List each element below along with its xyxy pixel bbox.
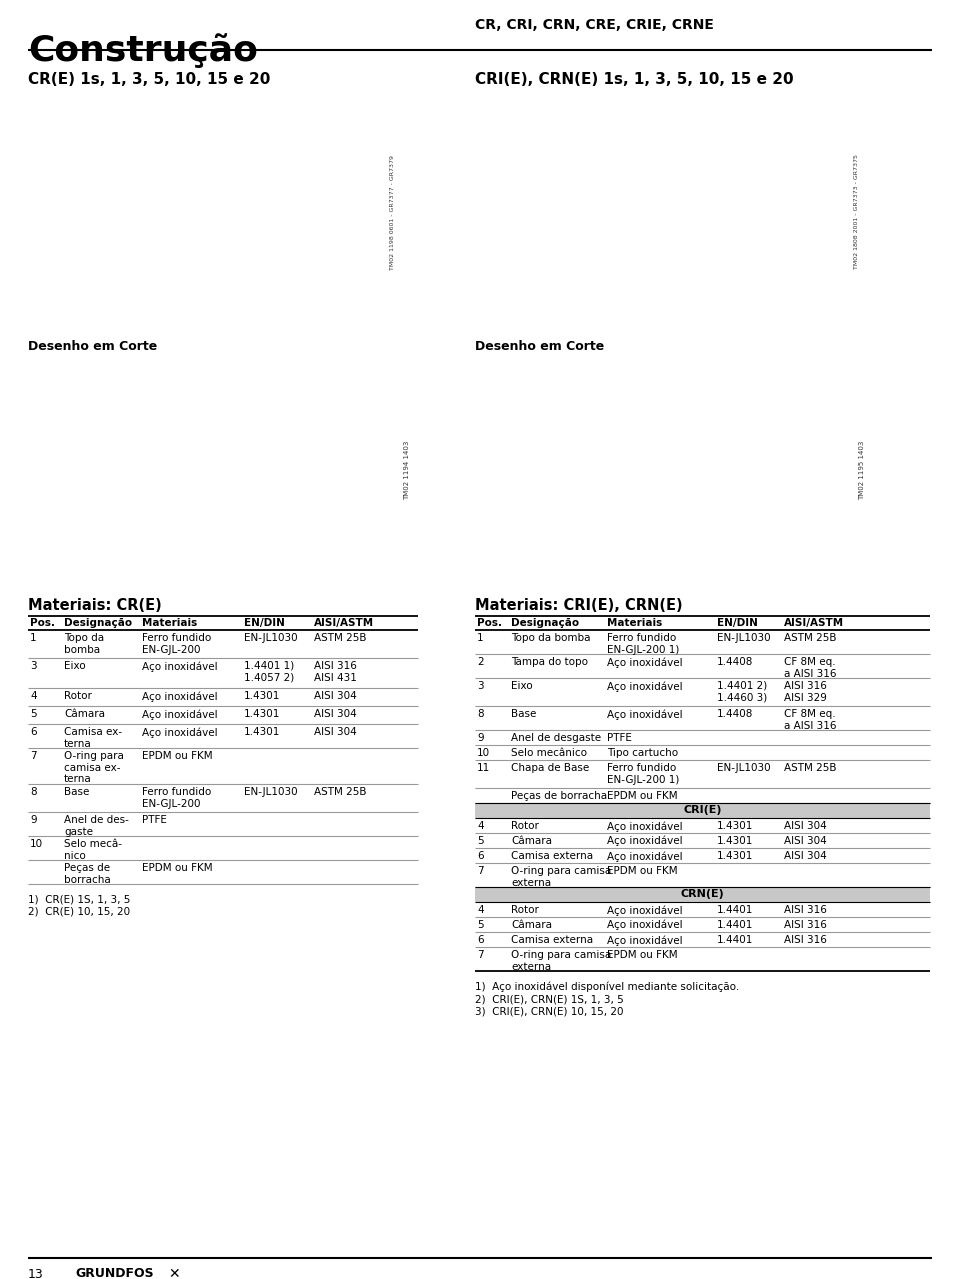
Text: Selo mecâ-
nico: Selo mecâ- nico [64, 839, 122, 861]
Text: PTFE: PTFE [142, 815, 167, 825]
Text: Aço inoxidável: Aço inoxidável [142, 709, 218, 720]
Text: 1.4408: 1.4408 [717, 657, 754, 668]
Text: Ferro fundido
EN-GJL-200 1): Ferro fundido EN-GJL-200 1) [607, 633, 680, 655]
Text: Base: Base [64, 787, 89, 797]
Text: Rotor: Rotor [511, 906, 539, 914]
Text: AISI 304: AISI 304 [314, 709, 357, 719]
Text: Aço inoxidável: Aço inoxidável [142, 726, 218, 738]
Text: Tampa do topo: Tampa do topo [511, 657, 588, 668]
Text: Aço inoxidável: Aço inoxidável [142, 661, 218, 671]
Text: 8: 8 [30, 787, 36, 797]
Text: 7: 7 [30, 751, 36, 761]
Text: 1.4301: 1.4301 [244, 726, 280, 737]
Text: Eixo: Eixo [64, 661, 85, 671]
Text: Aço inoxidável: Aço inoxidável [142, 691, 218, 701]
Text: 7: 7 [477, 866, 484, 876]
Text: O-ring para
camisa ex-
terna: O-ring para camisa ex- terna [64, 751, 124, 784]
Text: EPDM ou FKM: EPDM ou FKM [607, 950, 678, 961]
Text: Camisa externa: Camisa externa [511, 935, 593, 945]
Text: 4: 4 [477, 906, 484, 914]
Text: Materiais: CRI(E), CRN(E): Materiais: CRI(E), CRN(E) [475, 599, 683, 613]
Text: Aço inoxidável: Aço inoxidável [607, 851, 683, 862]
Text: CRI(E): CRI(E) [684, 804, 722, 815]
Text: Aço inoxidável: Aço inoxidável [607, 680, 683, 692]
Text: CF 8M eq.
a AISI 316: CF 8M eq. a AISI 316 [784, 709, 836, 730]
Text: EPDM ou FKM: EPDM ou FKM [142, 751, 212, 761]
Text: 1: 1 [477, 633, 484, 643]
Text: Pos.: Pos. [477, 618, 502, 628]
Text: 1.4401 1)
1.4057 2): 1.4401 1) 1.4057 2) [244, 661, 295, 683]
Text: Materiais: Materiais [607, 618, 662, 628]
Text: Materiais: Materiais [142, 618, 197, 628]
Text: CRN(E): CRN(E) [681, 889, 725, 899]
Text: 8: 8 [477, 709, 484, 719]
Text: Ferro fundido
EN-GJL-200: Ferro fundido EN-GJL-200 [142, 633, 211, 655]
Text: ✕: ✕ [168, 1267, 180, 1279]
Text: Designação: Designação [511, 618, 579, 628]
Text: TM02 1194 1403: TM02 1194 1403 [404, 440, 410, 500]
Text: 2)  CRI(E), CRN(E) 1S, 1, 3, 5: 2) CRI(E), CRN(E) 1S, 1, 3, 5 [475, 994, 624, 1004]
Text: EPDM ou FKM: EPDM ou FKM [607, 866, 678, 876]
Text: 3: 3 [477, 680, 484, 691]
Text: Camisa ex-
terna: Camisa ex- terna [64, 726, 122, 748]
Text: Materiais: CR(E): Materiais: CR(E) [28, 599, 161, 613]
Text: 2: 2 [477, 657, 484, 668]
Text: Câmara: Câmara [511, 920, 552, 930]
Text: EN-JL1030: EN-JL1030 [244, 787, 298, 797]
Text: Ferro fundido
EN-GJL-200 1): Ferro fundido EN-GJL-200 1) [607, 764, 680, 784]
Text: EPDM ou FKM: EPDM ou FKM [142, 863, 212, 874]
Text: 1.4408: 1.4408 [717, 709, 754, 719]
Text: O-ring para camisa
externa: O-ring para camisa externa [511, 866, 612, 888]
Text: 1.4301: 1.4301 [244, 691, 280, 701]
Text: 5: 5 [30, 709, 36, 719]
Text: 1.4301: 1.4301 [717, 821, 754, 831]
Text: AISI 304: AISI 304 [314, 726, 357, 737]
Text: 4: 4 [30, 691, 36, 701]
Text: 2)  CR(E) 10, 15, 20: 2) CR(E) 10, 15, 20 [28, 907, 131, 917]
Text: Câmara: Câmara [64, 709, 105, 719]
Text: 6: 6 [30, 726, 36, 737]
Text: 1.4401: 1.4401 [717, 906, 754, 914]
Text: 13: 13 [28, 1267, 44, 1279]
Text: 6: 6 [477, 935, 484, 945]
Text: AISI 316: AISI 316 [784, 920, 827, 930]
Text: TM02 1198 0601 - GR7377 - GR7379: TM02 1198 0601 - GR7377 - GR7379 [390, 155, 395, 270]
Text: EN-JL1030: EN-JL1030 [244, 633, 298, 643]
Text: 6: 6 [477, 851, 484, 861]
Text: Aço inoxidável: Aço inoxidável [607, 906, 683, 916]
Text: EN/DIN: EN/DIN [244, 618, 285, 628]
Text: Aço inoxidável: Aço inoxidável [607, 821, 683, 831]
Text: 1.4301: 1.4301 [717, 836, 754, 845]
Text: ASTM 25B: ASTM 25B [314, 633, 367, 643]
Text: 7: 7 [477, 950, 484, 961]
Text: EN-JL1030: EN-JL1030 [717, 764, 771, 773]
Text: Aço inoxidável: Aço inoxidável [607, 709, 683, 720]
Text: AISI/ASTM: AISI/ASTM [784, 618, 844, 628]
Text: PTFE: PTFE [607, 733, 632, 743]
Text: AISI 316
AISI 329: AISI 316 AISI 329 [784, 680, 827, 702]
Text: Peças de borracha: Peças de borracha [511, 790, 607, 801]
Text: Anel de des-
gaste: Anel de des- gaste [64, 815, 129, 836]
Text: AISI 316: AISI 316 [784, 935, 827, 945]
Text: Aço inoxidável: Aço inoxidável [607, 836, 683, 847]
Text: Ferro fundido
EN-GJL-200: Ferro fundido EN-GJL-200 [142, 787, 211, 808]
Text: Camisa externa: Camisa externa [511, 851, 593, 861]
Text: TM02 1195 1403: TM02 1195 1403 [859, 440, 865, 500]
Text: TM02 1808 2001 - GR7373 - GR7375: TM02 1808 2001 - GR7373 - GR7375 [854, 155, 859, 270]
Text: 9: 9 [30, 815, 36, 825]
Text: 1: 1 [30, 633, 36, 643]
Text: Aço inoxidável: Aço inoxidável [607, 920, 683, 931]
Text: 1)  CR(E) 1S, 1, 3, 5: 1) CR(E) 1S, 1, 3, 5 [28, 894, 131, 904]
Text: 1)  Aço inoxidável disponível mediante solicitação.: 1) Aço inoxidável disponível mediante so… [475, 981, 739, 991]
Text: 5: 5 [477, 920, 484, 930]
Text: Aço inoxidável: Aço inoxidável [607, 657, 683, 668]
Text: Rotor: Rotor [64, 691, 92, 701]
Text: Topo da
bomba: Topo da bomba [64, 633, 104, 655]
Text: Desenho em Corte: Desenho em Corte [28, 340, 157, 353]
Text: CR, CRI, CRN, CRE, CRIE, CRNE: CR, CRI, CRN, CRE, CRIE, CRNE [475, 18, 714, 32]
Text: CR(E) 1s, 1, 3, 5, 10, 15 e 20: CR(E) 1s, 1, 3, 5, 10, 15 e 20 [28, 72, 271, 87]
Text: AISI 304: AISI 304 [314, 691, 357, 701]
Text: Selo mecânico: Selo mecânico [511, 748, 587, 758]
Text: 1.4401: 1.4401 [717, 920, 754, 930]
Text: EPDM ou FKM: EPDM ou FKM [607, 790, 678, 801]
